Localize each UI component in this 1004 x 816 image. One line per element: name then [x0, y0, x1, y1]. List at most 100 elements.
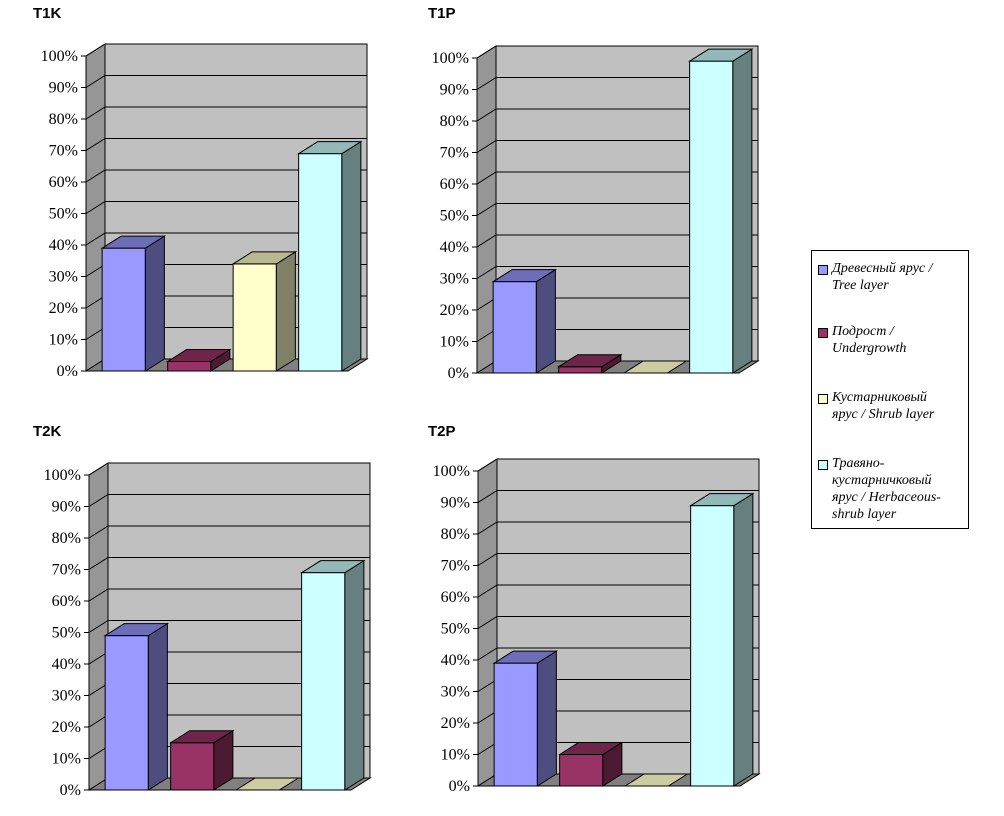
- legend-label-line: Травяно-: [832, 456, 885, 471]
- gridline: [88, 620, 370, 633]
- gridline: [476, 108, 758, 122]
- bar-1: [103, 622, 170, 791]
- gridline: [477, 584, 759, 598]
- panel-title: T1P: [428, 5, 456, 22]
- bar-3: [622, 360, 689, 374]
- y-tick-label: 20%: [52, 719, 81, 736]
- chart-panel-1: 0% 10% 20% 30% 40% 50% 60% 70% 80% 90% 100% T1K: [33, 5, 369, 380]
- gridline: [476, 171, 758, 185]
- gridline: [88, 588, 370, 602]
- y-tick-label: 50%: [441, 621, 470, 638]
- gridline: [476, 203, 758, 216]
- bar-1: [492, 650, 559, 787]
- legend-label-line: Кустарниковый: [832, 390, 927, 405]
- gridline: [88, 525, 370, 539]
- gridline: [85, 201, 367, 214]
- gridline: [477, 553, 759, 566]
- bar-4: [687, 48, 754, 374]
- y-tick-label: 100%: [44, 467, 81, 484]
- y-tick-label: 100%: [433, 463, 470, 480]
- legend-swatch: [818, 265, 828, 275]
- bar-2: [168, 729, 235, 791]
- gridline: [88, 557, 370, 570]
- bar-2: [165, 348, 232, 372]
- legend-label: Древесный ярус / Tree layer: [832, 260, 967, 294]
- panel-title: T2K: [33, 423, 62, 440]
- y-tick-label: 60%: [440, 176, 469, 193]
- legend-label-line: ярус / Shrub layer: [832, 407, 935, 422]
- y-tick-label: 10%: [440, 334, 469, 351]
- bar-4: [688, 492, 755, 787]
- legend-label-line: Подрост /: [832, 324, 894, 339]
- gridline: [477, 616, 759, 629]
- y-tick-label: 50%: [52, 625, 81, 642]
- chart-panel-4: 0% 10% 20% 30% 40% 50% 60% 70% 80% 90% 100% T2P: [428, 423, 761, 795]
- bar-3: [234, 777, 301, 791]
- legend-label-line: Tree layer: [832, 278, 889, 293]
- gridline: [476, 140, 758, 153]
- chart-legend: Древесный ярус / Tree layer Подрост / Under…: [811, 250, 969, 529]
- legend-swatch: [818, 328, 828, 338]
- y-tick-label: 90%: [440, 82, 469, 99]
- y-tick-label: 30%: [440, 271, 469, 288]
- gridline: [85, 169, 367, 183]
- y-tick-label: 0%: [57, 363, 78, 380]
- panel-title: T2P: [428, 423, 456, 440]
- y-tick-label: 40%: [49, 237, 78, 254]
- y-tick-label: 20%: [49, 300, 78, 317]
- legend-label: Травяно-кустарничковый ярус / Herbaceous-…: [832, 455, 967, 523]
- y-tick-label: 80%: [441, 526, 470, 543]
- gridline: [476, 77, 758, 90]
- y-tick-label: 0%: [60, 782, 81, 799]
- y-tick-label: 100%: [41, 48, 78, 65]
- gridline: [85, 43, 367, 57]
- y-tick-label: 60%: [441, 589, 470, 606]
- legend-label-line: кустарничковый: [832, 473, 932, 488]
- y-tick-label: 80%: [440, 113, 469, 130]
- y-tick-label: 90%: [441, 495, 470, 512]
- y-tick-label: 30%: [52, 688, 81, 705]
- gridline: [85, 75, 367, 88]
- y-tick-label: 0%: [448, 365, 469, 382]
- y-tick-label: 40%: [440, 239, 469, 256]
- y-tick-label: 10%: [49, 332, 78, 349]
- gridline: [88, 462, 370, 476]
- bar-4: [296, 140, 363, 372]
- y-tick-label: 50%: [440, 208, 469, 225]
- gridline: [476, 45, 758, 59]
- y-tick-label: 90%: [52, 499, 81, 516]
- y-tick-label: 20%: [440, 302, 469, 319]
- chart-panel-3: 0% 10% 20% 30% 40% 50% 60% 70% 80% 90% 100% T2K: [33, 423, 372, 799]
- y-tick-label: 20%: [441, 715, 470, 732]
- y-tick-label: 40%: [52, 656, 81, 673]
- panel-title: T1K: [33, 5, 62, 22]
- legend-label-line: Древесный ярус /: [832, 261, 933, 276]
- y-tick-label: 10%: [441, 747, 470, 764]
- gridline: [85, 106, 367, 120]
- y-tick-label: 30%: [49, 269, 78, 286]
- gridline: [85, 138, 367, 151]
- legend-swatch: [818, 460, 828, 470]
- y-tick-label: 90%: [49, 80, 78, 97]
- y-tick-label: 80%: [49, 111, 78, 128]
- legend-label-line: shrub layer: [832, 507, 897, 522]
- legend-label: Кустарниковый ярус / Shrub layer: [832, 389, 967, 423]
- y-tick-label: 70%: [52, 562, 81, 579]
- legend-label-line: ярус / Herbaceous-: [832, 490, 941, 505]
- chart-panel-2: 0% 10% 20% 30% 40% 50% 60% 70% 80% 90% 100% T1P: [428, 5, 760, 382]
- bar-3: [623, 773, 690, 787]
- y-tick-label: 70%: [49, 143, 78, 160]
- y-tick-label: 10%: [52, 751, 81, 768]
- y-tick-label: 70%: [440, 145, 469, 162]
- y-tick-label: 100%: [432, 50, 469, 67]
- bar-1: [100, 235, 167, 372]
- y-tick-label: 0%: [449, 778, 470, 795]
- y-tick-label: 80%: [52, 530, 81, 547]
- gridline: [477, 647, 759, 661]
- bar-2: [556, 353, 623, 374]
- gridline: [477, 490, 759, 503]
- y-tick-label: 50%: [49, 206, 78, 223]
- bar-3: [231, 250, 298, 372]
- legend-swatch: [818, 394, 828, 404]
